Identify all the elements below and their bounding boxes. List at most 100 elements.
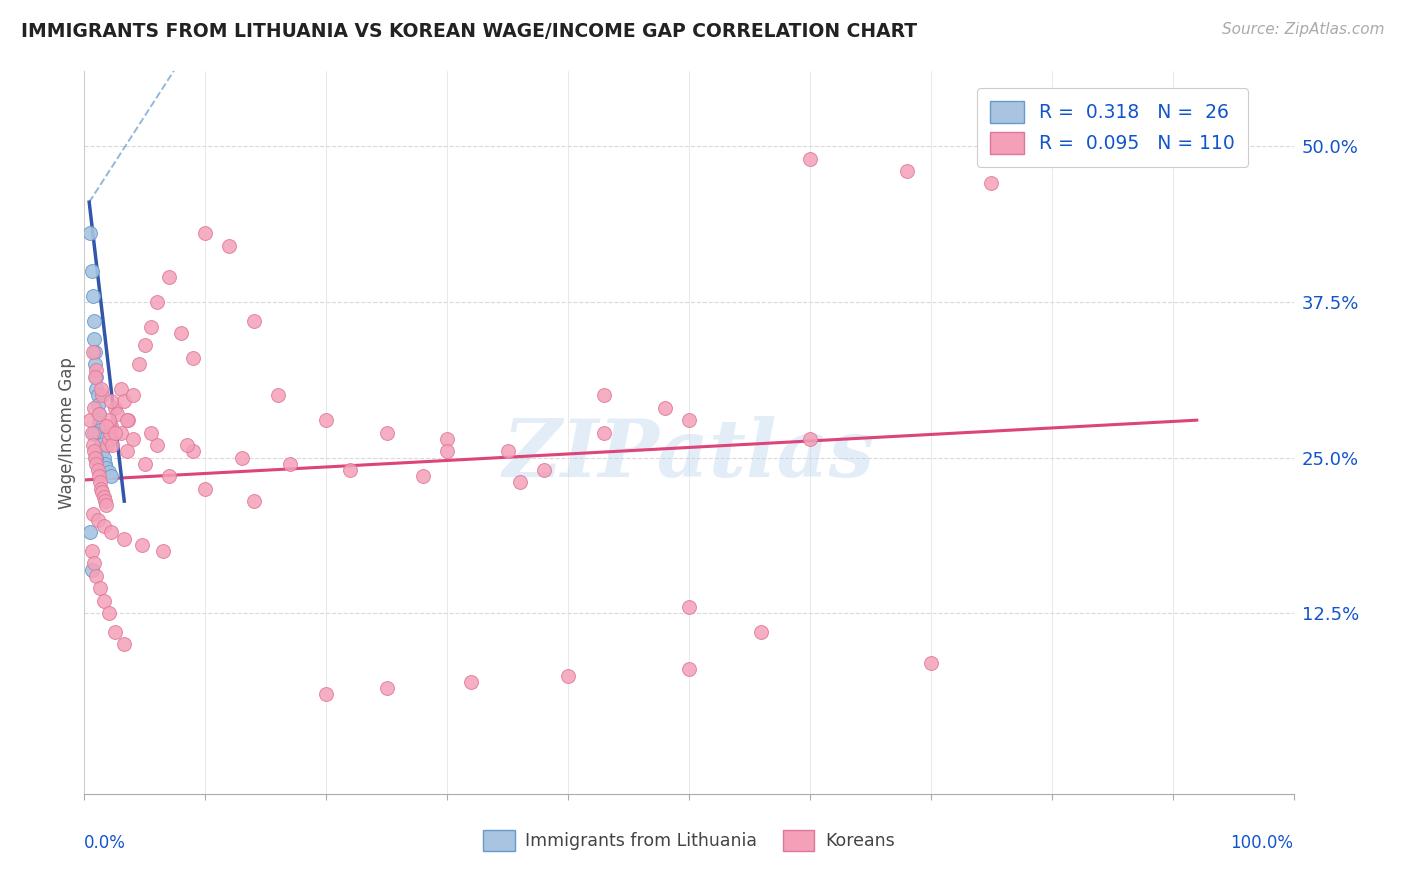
Point xyxy=(80,263,103,277)
Point xyxy=(97,432,120,446)
Point xyxy=(83,557,105,571)
Point xyxy=(593,425,616,440)
Point xyxy=(242,494,264,508)
Point xyxy=(509,475,531,490)
Point xyxy=(100,469,122,483)
Point xyxy=(86,388,108,402)
Text: Source: ZipAtlas.com: Source: ZipAtlas.com xyxy=(1222,22,1385,37)
Point xyxy=(93,519,115,533)
Point xyxy=(194,482,217,496)
Point xyxy=(84,369,107,384)
Legend: Immigrants from Lithuania, Koreans: Immigrants from Lithuania, Koreans xyxy=(477,823,901,857)
Point xyxy=(267,388,290,402)
Point xyxy=(91,444,114,458)
Point xyxy=(93,594,115,608)
Point xyxy=(97,607,120,621)
Point xyxy=(90,482,112,496)
Point xyxy=(104,425,127,440)
Point xyxy=(557,668,579,682)
Point xyxy=(89,582,111,596)
Point xyxy=(980,177,1002,191)
Point xyxy=(94,494,117,508)
Text: IMMIGRANTS FROM LITHUANIA VS KOREAN WAGE/INCOME GAP CORRELATION CHART: IMMIGRANTS FROM LITHUANIA VS KOREAN WAGE… xyxy=(21,22,917,41)
Point xyxy=(86,369,108,384)
Point xyxy=(104,401,127,415)
Point xyxy=(181,351,204,365)
Point xyxy=(79,525,101,540)
Point xyxy=(436,444,458,458)
Point xyxy=(231,450,253,465)
Point xyxy=(93,450,115,465)
Point xyxy=(80,544,103,558)
Point xyxy=(315,413,337,427)
Point xyxy=(94,460,117,475)
Point xyxy=(176,438,198,452)
Text: 0.0%: 0.0% xyxy=(84,834,127,852)
Point xyxy=(751,624,773,639)
Point xyxy=(115,444,138,458)
Point xyxy=(97,413,120,427)
Point xyxy=(131,538,153,552)
Point xyxy=(83,444,105,458)
Point xyxy=(375,681,398,695)
Point xyxy=(80,425,103,440)
Point xyxy=(84,450,107,465)
Point xyxy=(87,469,110,483)
Point xyxy=(115,413,138,427)
Point xyxy=(94,419,117,434)
Point xyxy=(128,357,150,371)
Point xyxy=(83,425,105,440)
Point xyxy=(86,382,108,396)
Point xyxy=(101,438,124,452)
Point xyxy=(86,463,108,477)
Point xyxy=(83,401,105,415)
Point xyxy=(82,438,104,452)
Point xyxy=(1064,139,1087,153)
Point xyxy=(96,438,118,452)
Point xyxy=(593,388,616,402)
Point xyxy=(654,401,676,415)
Point xyxy=(678,662,700,676)
Point xyxy=(117,413,139,427)
Point xyxy=(105,407,128,421)
Y-axis label: Wage/Income Gap: Wage/Income Gap xyxy=(58,357,76,508)
Point xyxy=(86,457,108,471)
Point xyxy=(157,469,180,483)
Point xyxy=(79,413,101,427)
Point xyxy=(218,239,240,253)
Point xyxy=(678,413,700,427)
Point xyxy=(412,469,434,483)
Point xyxy=(157,269,180,284)
Point xyxy=(496,444,519,458)
Point xyxy=(86,513,108,527)
Point xyxy=(84,344,107,359)
Point xyxy=(315,687,337,701)
Point xyxy=(79,227,101,241)
Point xyxy=(100,525,122,540)
Point xyxy=(110,425,132,440)
Point xyxy=(104,624,127,639)
Point xyxy=(90,382,112,396)
Point xyxy=(90,438,112,452)
Point xyxy=(91,485,114,500)
Point xyxy=(139,319,162,334)
Point xyxy=(98,425,121,440)
Point xyxy=(920,656,942,670)
Point xyxy=(89,475,111,490)
Point xyxy=(82,507,104,521)
Point xyxy=(100,419,122,434)
Point xyxy=(170,326,193,340)
Point xyxy=(799,432,821,446)
Point xyxy=(181,444,204,458)
Point xyxy=(84,357,107,371)
Point xyxy=(242,313,264,327)
Point xyxy=(87,407,110,421)
Point xyxy=(112,637,135,651)
Point xyxy=(339,463,361,477)
Point xyxy=(436,432,458,446)
Point xyxy=(83,313,105,327)
Text: ZIPatlas: ZIPatlas xyxy=(503,416,875,493)
Point xyxy=(112,394,135,409)
Point xyxy=(134,457,156,471)
Point xyxy=(94,457,117,471)
